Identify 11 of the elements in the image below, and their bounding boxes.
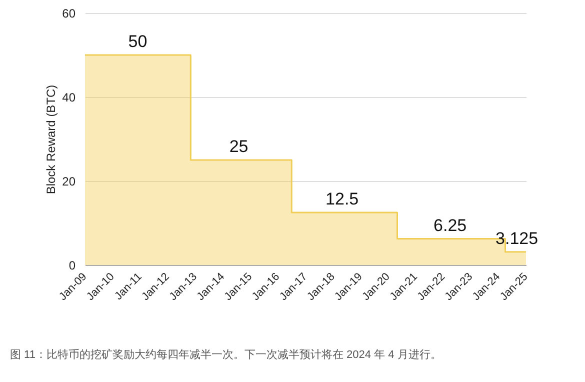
- y-axis-title: Block Reward (BTC): [44, 84, 58, 194]
- y-tick-label: 40: [62, 90, 76, 104]
- data-label: 6.25: [434, 216, 467, 235]
- data-label: 3.125: [496, 228, 538, 248]
- data-label: 25: [229, 137, 248, 156]
- y-tick-label: 20: [62, 174, 76, 188]
- y-tick-label: 0: [68, 258, 76, 272]
- data-label: 12.5: [326, 190, 359, 208]
- caption: 图 11：比特币的挖矿奖励大约每四年减半一次。下一次减半预计将在 2024 年 4 月进行。: [10, 348, 442, 361]
- y-tick-label: 60: [62, 6, 76, 20]
- data-label: 50: [128, 32, 148, 51]
